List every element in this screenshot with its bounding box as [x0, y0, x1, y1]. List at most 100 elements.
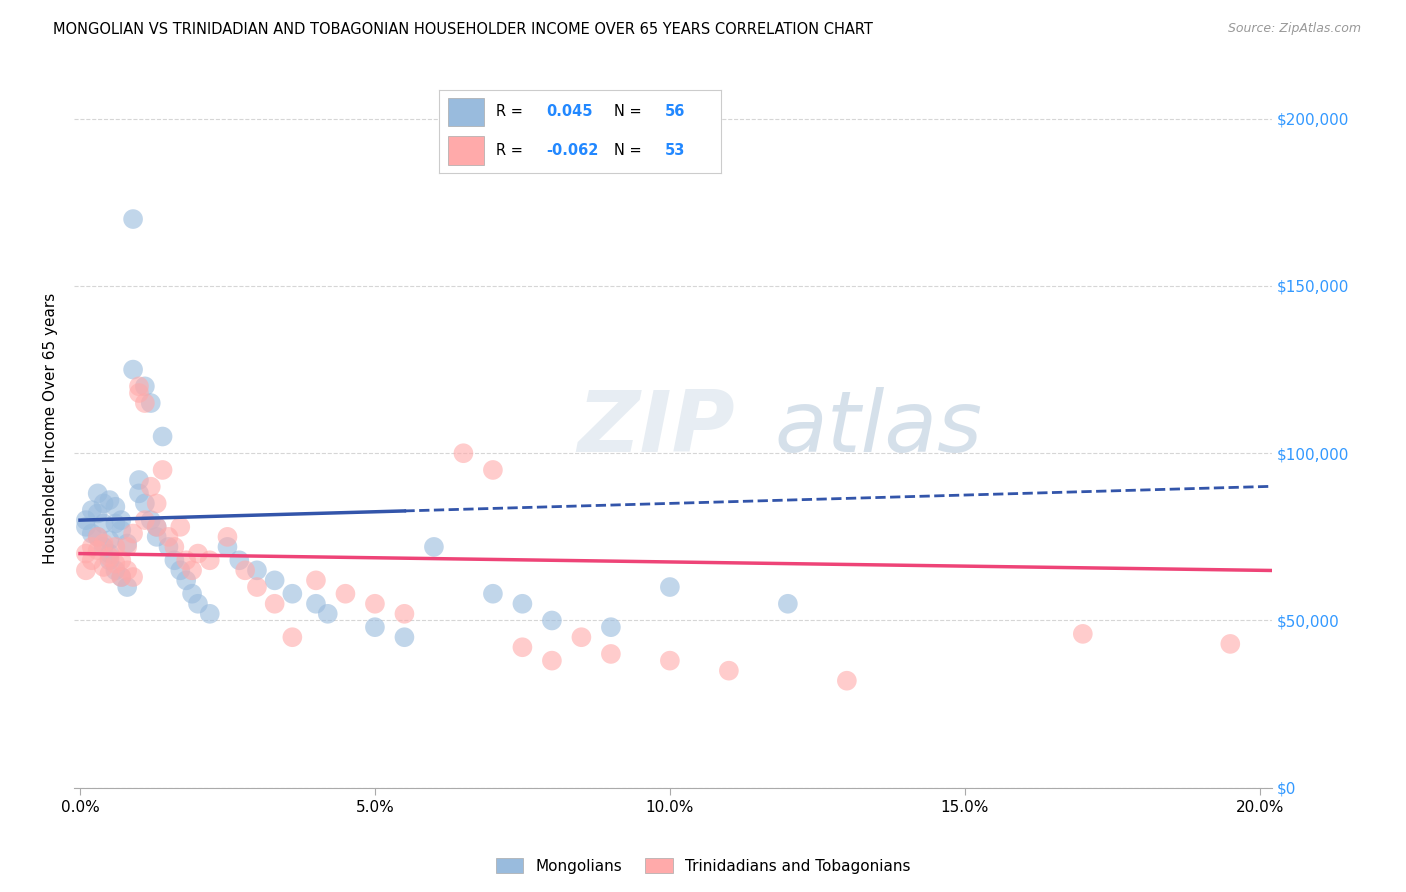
Point	[104, 500, 127, 514]
Point	[571, 630, 593, 644]
Text: MONGOLIAN VS TRINIDADIAN AND TOBAGONIAN HOUSEHOLDER INCOME OVER 65 YEARS CORRELA: MONGOLIAN VS TRINIDADIAN AND TOBAGONIAN …	[53, 22, 873, 37]
Text: Source: ZipAtlas.com: Source: ZipAtlas.com	[1227, 22, 1361, 36]
Point	[134, 496, 156, 510]
Point	[134, 513, 156, 527]
Point	[104, 540, 127, 554]
Point	[217, 530, 239, 544]
Y-axis label: Householder Income Over 65 years: Householder Income Over 65 years	[44, 293, 58, 564]
Point	[128, 386, 150, 401]
Point	[423, 540, 446, 554]
Point	[364, 597, 387, 611]
Point	[145, 530, 167, 544]
Point	[174, 553, 197, 567]
Point	[163, 553, 186, 567]
Point	[181, 563, 204, 577]
Point	[80, 540, 103, 554]
Point	[75, 563, 97, 577]
Point	[658, 580, 681, 594]
Point	[75, 547, 97, 561]
Point	[134, 396, 156, 410]
Point	[98, 549, 121, 564]
Point	[281, 587, 304, 601]
Point	[198, 607, 221, 621]
Point	[145, 520, 167, 534]
Point	[110, 513, 132, 527]
Point	[1071, 627, 1094, 641]
Point	[110, 570, 132, 584]
Point	[86, 543, 108, 558]
Point	[482, 463, 505, 477]
Point	[110, 553, 132, 567]
Point	[80, 526, 103, 541]
Point	[98, 547, 121, 561]
Point	[145, 496, 167, 510]
Point	[98, 533, 121, 548]
Point	[75, 513, 97, 527]
Point	[776, 597, 799, 611]
Point	[139, 396, 162, 410]
Point	[122, 526, 145, 541]
Point	[394, 607, 416, 621]
Point	[305, 597, 328, 611]
Point	[316, 607, 339, 621]
Point	[122, 570, 145, 584]
Point	[169, 563, 191, 577]
Point	[1219, 637, 1241, 651]
Point	[541, 654, 564, 668]
Point	[93, 560, 115, 574]
Point	[335, 587, 357, 601]
Point	[217, 540, 239, 554]
Point	[128, 473, 150, 487]
Point	[80, 553, 103, 567]
Point	[115, 563, 138, 577]
Point	[228, 553, 250, 567]
Point	[98, 493, 121, 508]
Point	[263, 597, 285, 611]
Point	[98, 553, 121, 567]
Point	[364, 620, 387, 634]
Point	[122, 362, 145, 376]
Point	[145, 520, 167, 534]
Point	[394, 630, 416, 644]
Point	[233, 563, 256, 577]
Point	[305, 574, 328, 588]
Point	[717, 664, 740, 678]
Point	[86, 530, 108, 544]
Point	[86, 530, 108, 544]
Point	[187, 547, 209, 561]
Point	[599, 647, 621, 661]
Point	[541, 614, 564, 628]
Point	[453, 446, 475, 460]
Point	[110, 570, 132, 584]
Point	[115, 540, 138, 554]
Point	[115, 536, 138, 550]
Point	[263, 574, 285, 588]
Point	[512, 640, 534, 655]
Point	[169, 520, 191, 534]
Point	[163, 540, 186, 554]
Point	[75, 520, 97, 534]
Point	[93, 536, 115, 550]
Point	[80, 503, 103, 517]
Point	[152, 463, 174, 477]
Point	[93, 496, 115, 510]
Point	[482, 587, 505, 601]
Point	[98, 566, 121, 581]
Point	[104, 516, 127, 531]
Point	[86, 507, 108, 521]
Point	[152, 429, 174, 443]
Point	[139, 480, 162, 494]
Point	[122, 212, 145, 227]
Point	[157, 540, 180, 554]
Point	[835, 673, 858, 688]
Point	[104, 557, 127, 571]
Point	[139, 513, 162, 527]
Point	[93, 540, 115, 554]
Point	[281, 630, 304, 644]
Point	[599, 620, 621, 634]
Point	[198, 553, 221, 567]
Point	[115, 580, 138, 594]
Point	[128, 379, 150, 393]
Point	[512, 597, 534, 611]
Point	[110, 523, 132, 537]
